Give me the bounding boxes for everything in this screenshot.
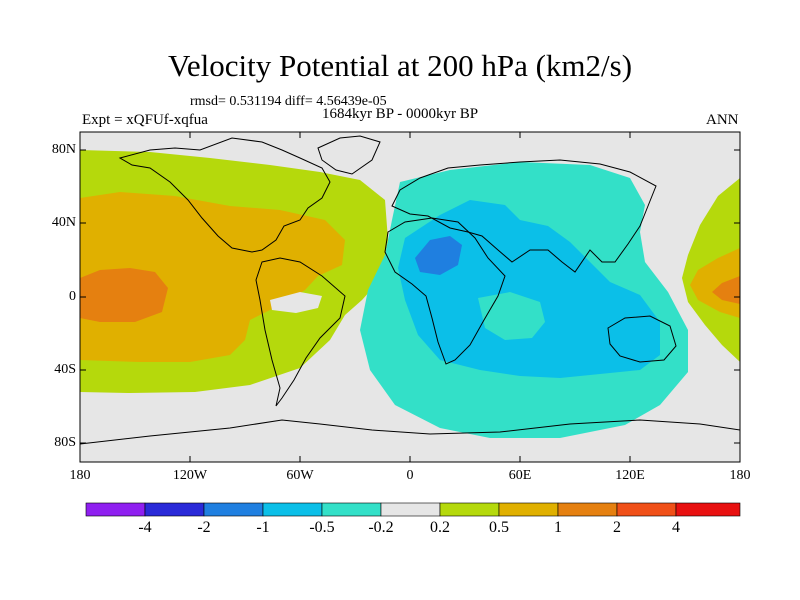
lat-label-80s: 80S [54,435,76,450]
contour-negative-1 [415,236,462,275]
lat-label-80n: 80N [51,142,76,157]
colorbar-box-3 [203,502,264,517]
coastline-greenland [317,135,381,175]
lon-label-60w: 60W [286,468,314,483]
coastlines [80,135,740,445]
coastline-south-america [255,257,346,407]
colorbar-box-1 [85,502,146,517]
period-text: 1684kyr BP - 0000kyr BP [321,106,479,122]
lat-label-40s: 40S [54,362,76,377]
contour-negative-pocket [478,292,545,340]
lon-label-0: 0 [406,468,414,483]
coastline-north-america [118,137,331,253]
lon-label-60e: 60E [508,468,532,483]
contour-negative-0.5 [398,200,660,378]
colorbar-label-8: 1 [554,519,562,536]
colorbar-label-3: -1 [256,519,270,536]
colorbar-box-8 [498,502,559,517]
colorbar-box-11 [675,502,741,517]
colorbar-box-6 [380,502,441,517]
coastline-antarctica [80,419,740,445]
colorbar-label-10: 4 [672,519,680,536]
colorbar-box-4 [262,502,323,517]
contour-positive-1 [80,268,168,322]
colorbar-label-7: 0.5 [489,519,509,536]
colorbar-label-1: -4 [138,519,152,536]
experiment-label: Expt = xQFUf-xqfua [82,112,208,128]
coastline-eurasia [391,159,657,273]
lon-label-120w: 120W [172,468,208,483]
lon-label-180w: 180 [69,468,91,483]
season-label: ANN [706,112,739,128]
colorbar-box-9 [557,502,618,517]
colorbar-label-6: 0.2 [430,519,450,536]
map-panel [80,132,740,462]
plot-title: Velocity Potential at 200 hPa (km2/s) [167,48,633,83]
coastline-africa [384,217,506,365]
contour-neutral-pocket [270,292,322,313]
lat-label-0: 0 [69,289,76,304]
coastline-australia [607,315,677,363]
lon-label-120e: 120E [615,468,645,483]
lon-ticks [189,132,631,462]
lat-label-40n: 40N [51,215,76,230]
colorbar-label-5: -0.2 [368,519,394,536]
colorbar-box-5 [321,502,382,517]
colorbar [85,502,741,517]
lon-label-180e: 180 [729,468,751,483]
colorbar-label-4: -0.5 [309,519,335,536]
lat-ticks [80,149,740,444]
colorbar-box-7 [439,502,500,517]
contour-positive-west-1 [712,276,740,304]
colorbar-box-2 [144,502,205,517]
stats-text: rmsd= 0.531194 diff= 4.56439e-05 [190,94,387,109]
colorbar-label-2: -2 [197,519,211,536]
colorbar-label-9: 2 [613,519,621,536]
colorbar-box-10 [616,502,677,517]
